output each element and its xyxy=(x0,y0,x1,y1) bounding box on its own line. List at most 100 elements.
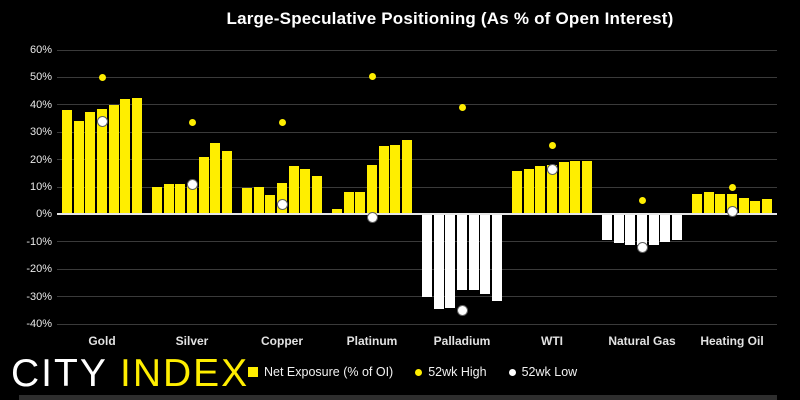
bar-silver-5 xyxy=(198,156,209,215)
bar-wti-7 xyxy=(582,160,593,215)
low-dot-platinum xyxy=(366,211,378,223)
y-tick--40: -40% xyxy=(26,318,52,330)
bar-wti-1 xyxy=(511,170,522,215)
bar-gold-6 xyxy=(120,99,131,215)
bar-wti-3 xyxy=(535,166,546,215)
category-label-palladium: Palladium xyxy=(433,334,491,348)
gridline-50 xyxy=(57,76,777,78)
bar-platinum-6 xyxy=(390,144,401,215)
gridline-60 xyxy=(57,49,777,51)
high-dot-heating-oil xyxy=(728,183,736,191)
bar-silver-2 xyxy=(163,184,174,215)
bar-natural-gas-3 xyxy=(625,214,636,245)
bar-natural-gas-7 xyxy=(672,214,683,241)
bar-wti-2 xyxy=(523,169,534,215)
high-dot-icon xyxy=(415,368,423,376)
logo-index-text: INDEX xyxy=(119,352,250,395)
bar-gold-5 xyxy=(108,104,119,215)
gridline-40 xyxy=(57,104,777,106)
low-dot-copper xyxy=(276,199,288,211)
category-label-gold: Gold xyxy=(88,334,116,348)
gridline--10 xyxy=(57,241,777,243)
bar-silver-6 xyxy=(210,143,221,215)
gridline--40 xyxy=(57,323,777,325)
high-dot-palladium xyxy=(458,104,466,112)
gridline--30 xyxy=(57,296,777,298)
bar-heating-oil-2 xyxy=(703,192,714,215)
y-tick-0: 0% xyxy=(36,208,52,221)
bar-heating-oil-1 xyxy=(691,193,702,215)
bar-palladium-5 xyxy=(468,214,479,290)
y-tick-20: 20% xyxy=(29,153,52,166)
legend: Net Exposure (% of OI) 52wk High 52wk Lo… xyxy=(248,365,577,379)
y-tick-50: 50% xyxy=(29,71,52,84)
category-label-natural-gas: Natural Gas xyxy=(608,334,676,348)
bar-copper-3 xyxy=(265,195,276,215)
bar-heating-oil-6 xyxy=(750,200,761,215)
category-label-silver: Silver xyxy=(175,334,209,348)
bar-silver-3 xyxy=(175,184,186,215)
category-label-heating-oil: Heating Oil xyxy=(700,334,764,348)
high-dot-wti xyxy=(548,142,556,150)
gridline-10 xyxy=(57,186,777,188)
bar-platinum-4 xyxy=(367,165,377,215)
y-tick-60: 60% xyxy=(29,44,52,56)
legend-low-label: 52wk Low xyxy=(521,365,578,379)
bar-natural-gas-6 xyxy=(660,214,671,242)
low-dot-icon xyxy=(508,368,516,376)
bar-gold-7 xyxy=(132,97,143,215)
bar-platinum-5 xyxy=(378,145,389,215)
bar-heating-oil-5 xyxy=(738,197,749,215)
bar-heating-oil-3 xyxy=(715,193,726,215)
bar-platinum-7 xyxy=(402,140,413,215)
bar-palladium-3 xyxy=(445,214,456,308)
bar-copper-6 xyxy=(300,169,311,215)
bar-gold-4 xyxy=(97,108,107,215)
low-dot-palladium xyxy=(456,304,468,316)
bar-platinum-3 xyxy=(355,192,366,215)
bar-gold-1 xyxy=(61,110,72,215)
bar-silver-4 xyxy=(187,182,197,215)
legend-net-exposure-label: Net Exposure (% of OI) xyxy=(264,365,394,379)
bar-natural-gas-1 xyxy=(601,214,612,241)
bar-palladium-7 xyxy=(492,214,503,301)
city-index-logo: CITY INDEX xyxy=(11,352,249,396)
bar-natural-gas-2 xyxy=(613,214,624,244)
low-dot-heating-oil xyxy=(726,206,738,218)
gridline-20 xyxy=(57,159,777,161)
low-dot-silver xyxy=(186,178,198,190)
bar-copper-4 xyxy=(277,182,287,215)
bar-heating-oil-7 xyxy=(762,199,773,215)
bar-natural-gas-4 xyxy=(637,214,647,245)
bar-palladium-2 xyxy=(433,214,444,309)
low-dot-natural-gas xyxy=(636,241,648,253)
bar-wti-5 xyxy=(558,162,569,215)
y-tick--30: -30% xyxy=(26,290,52,303)
bar-natural-gas-5 xyxy=(648,214,659,245)
zero-axis-line xyxy=(57,213,777,216)
bar-palladium-1 xyxy=(421,214,432,297)
gridline-30 xyxy=(57,131,777,133)
bar-heating-oil-4 xyxy=(727,193,737,215)
net-exposure-swatch-icon xyxy=(248,367,258,377)
high-dot-natural-gas xyxy=(638,197,646,205)
bar-palladium-4 xyxy=(457,214,467,290)
category-label-wti: WTI xyxy=(541,334,563,348)
y-tick-40: 40% xyxy=(29,98,52,111)
bar-platinum-2 xyxy=(343,192,354,215)
gridline--20 xyxy=(57,268,777,270)
bar-copper-2 xyxy=(253,187,264,215)
footer-strip xyxy=(19,395,777,400)
high-dot-silver xyxy=(188,119,196,127)
bar-wti-4 xyxy=(547,165,557,215)
legend-item-52wk-low: 52wk Low xyxy=(508,365,578,379)
bar-copper-7 xyxy=(312,176,323,215)
high-dot-gold xyxy=(98,73,106,81)
legend-item-net-exposure: Net Exposure (% of OI) xyxy=(248,365,393,379)
high-dot-copper xyxy=(278,119,286,127)
bar-gold-3 xyxy=(85,111,96,215)
bar-copper-5 xyxy=(288,166,299,215)
bar-palladium-6 xyxy=(480,214,491,294)
category-label-platinum: Platinum xyxy=(346,334,398,348)
